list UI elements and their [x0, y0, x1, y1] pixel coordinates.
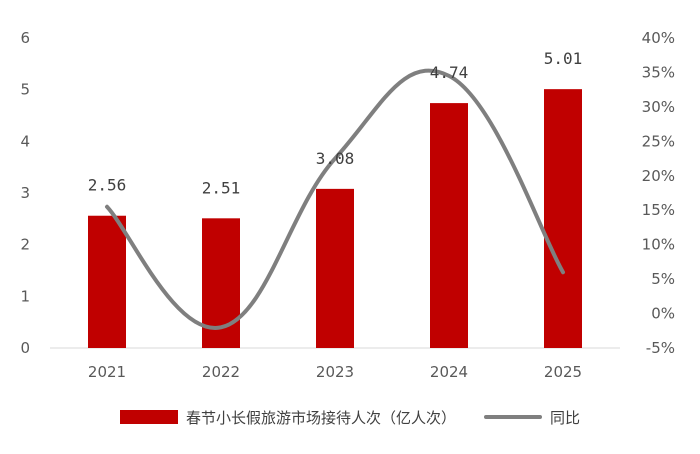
right-tick-label: 10%: [642, 236, 675, 254]
legend-item-line: 同比: [484, 407, 580, 428]
left-tick-label: 1: [20, 287, 30, 305]
bar-data-label: 3.08: [316, 149, 355, 168]
bar: [316, 188, 354, 348]
left-tick-label: 6: [20, 29, 30, 47]
x-tick-label: 2022: [202, 363, 240, 381]
right-tick-label: 0%: [651, 305, 675, 323]
bar: [544, 89, 582, 349]
right-tick-label: 35%: [642, 63, 675, 81]
legend-label-bar: 春节小长假旅游市场接待人次（亿人次）: [185, 408, 456, 427]
bar-data-label: 2.51: [202, 178, 241, 197]
left-tick-label: 4: [20, 132, 30, 150]
legend-swatch-bar: [119, 410, 178, 424]
bar: [88, 215, 126, 348]
x-tick-label: 2021: [88, 363, 126, 381]
right-tick-label: 40%: [642, 29, 675, 47]
x-tick-label: 2025: [544, 363, 582, 381]
chart-svg: 0 1 2 3 4 5 6 -5% 0% 5% 10% 15% 20% 25% 30% 35% 40% 2.5…: [20, 29, 675, 381]
right-tick-label: -5%: [646, 339, 675, 357]
bar-series: [88, 89, 582, 349]
bar-data-label: 2.56: [88, 176, 127, 195]
left-tick-label: 5: [20, 81, 30, 99]
bar-data-label: 5.01: [544, 49, 583, 68]
left-tick-label: 3: [20, 184, 30, 202]
right-tick-label: 20%: [642, 167, 675, 185]
right-tick-label: 5%: [651, 270, 675, 288]
left-axis: 0 1 2 3 4 5 6: [20, 29, 30, 357]
x-tick-label: 2024: [430, 363, 468, 381]
x-tick-label: 2023: [316, 363, 354, 381]
legend-label-line: 同比: [550, 408, 581, 427]
data-labels: 2.56 2.51 3.08 4.74 5.01: [88, 49, 583, 197]
left-tick-label: 0: [20, 339, 30, 357]
legend-item-bar: 春节小长假旅游市场接待人次（亿人次）: [119, 407, 456, 428]
right-tick-label: 30%: [642, 98, 675, 116]
line-path: [105, 68, 565, 330]
bar: [430, 103, 468, 348]
legend: 春节小长假旅游市场接待人次（亿人次） 同比: [0, 402, 700, 432]
bar-data-label: 4.74: [430, 63, 469, 82]
legend-swatch-line: [484, 415, 542, 419]
left-tick-label: 2: [20, 236, 30, 254]
right-tick-label: 25%: [642, 132, 675, 150]
line-series: [105, 68, 565, 330]
x-axis: 2021 2022 2023 2024 2025: [88, 363, 582, 381]
right-tick-label: 15%: [642, 201, 675, 219]
right-axis: -5% 0% 5% 10% 15% 20% 25% 30% 35% 40%: [642, 29, 675, 357]
